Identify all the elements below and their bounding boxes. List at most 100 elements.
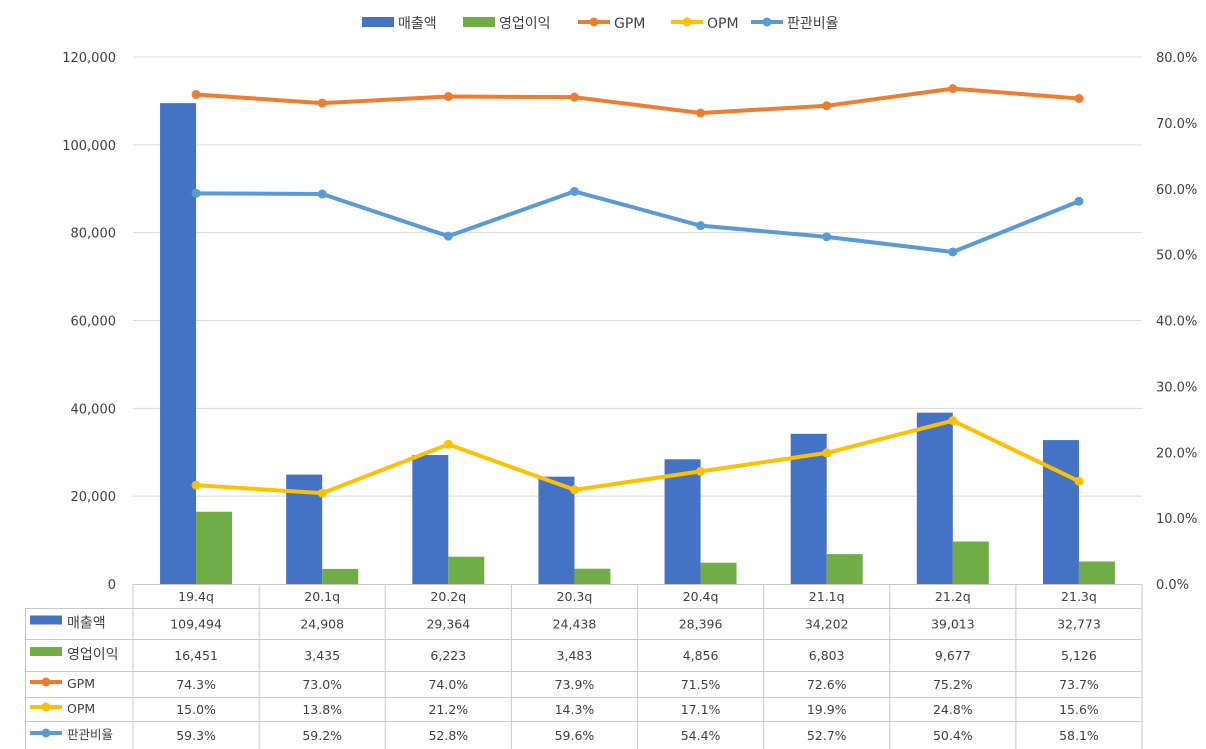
category-label: 21.2q xyxy=(935,589,971,604)
category-label: 20.3q xyxy=(557,589,593,604)
left-tick-label: 40,000 xyxy=(71,402,117,417)
data-label: 32,773 xyxy=(1057,617,1101,632)
left-tick-label: 80,000 xyxy=(71,227,117,242)
right-tick-label: 0.0% xyxy=(1156,578,1189,593)
legend-swatch-marker xyxy=(589,17,599,27)
data-label: 73.9% xyxy=(555,677,595,692)
point-판관비율 xyxy=(191,188,201,198)
point-OPM xyxy=(822,448,832,458)
legend-swatch-marker xyxy=(762,17,772,27)
legend-swatch xyxy=(362,17,394,27)
bar-매출액 xyxy=(538,476,575,584)
table-row-label: OPM xyxy=(67,701,95,716)
data-label: 29,364 xyxy=(426,617,470,632)
left-tick-label: 20,000 xyxy=(71,490,117,505)
table-row-label: 판관비율 xyxy=(67,727,113,742)
right-tick-label: 80.0% xyxy=(1156,51,1197,66)
right-tick-label: 50.0% xyxy=(1156,249,1197,264)
point-판관비율 xyxy=(696,221,706,231)
table-legend-marker xyxy=(41,702,51,712)
bar-영업이익 xyxy=(448,556,485,584)
bar-영업이익 xyxy=(1078,561,1115,584)
data-label: 59.3% xyxy=(176,728,216,743)
bar-영업이익 xyxy=(196,511,233,584)
category-label: 20.1q xyxy=(304,589,340,604)
right-tick-label: 20.0% xyxy=(1156,446,1197,461)
point-판관비율 xyxy=(317,189,327,199)
line-OPM xyxy=(195,418,1080,496)
data-label: 72.6% xyxy=(807,677,847,692)
point-OPM xyxy=(948,416,958,426)
data-label: 58.1% xyxy=(1059,728,1099,743)
left-tick-label: 120,000 xyxy=(62,51,116,66)
data-label: 39,013 xyxy=(931,617,975,632)
data-label: 19.9% xyxy=(807,702,847,717)
data-label: 75.2% xyxy=(933,677,973,692)
bar-영업이익 xyxy=(700,562,737,584)
table-legend-marker xyxy=(41,728,51,738)
right-tick-label: 10.0% xyxy=(1156,512,1197,527)
data-label: 71.5% xyxy=(681,677,721,692)
legend-label: OPM xyxy=(707,16,739,32)
legend-label: 판관비율 xyxy=(787,16,839,32)
data-label: 52.8% xyxy=(428,728,468,743)
point-OPM xyxy=(443,439,453,449)
point-GPM xyxy=(696,108,706,118)
data-label: 21.2% xyxy=(428,702,468,717)
point-GPM xyxy=(822,101,832,111)
data-label: 15.6% xyxy=(1059,702,1099,717)
data-label: 59.2% xyxy=(302,728,342,743)
point-판관비율 xyxy=(948,247,958,257)
bar-매출액 xyxy=(1042,440,1079,584)
bar-매출액 xyxy=(412,455,449,584)
bar-영업이익 xyxy=(826,554,863,584)
data-label: 74.0% xyxy=(428,677,468,692)
data-label: 17.1% xyxy=(681,702,721,717)
data-label: 5,126 xyxy=(1061,648,1097,663)
data-label: 54.4% xyxy=(681,728,721,743)
data-label: 28,396 xyxy=(679,617,723,632)
right-tick-label: 60.0% xyxy=(1156,183,1197,198)
data-label: 16,451 xyxy=(174,648,218,663)
data-label: 74.3% xyxy=(176,677,216,692)
point-OPM xyxy=(317,488,327,498)
line-판관비율 xyxy=(196,189,1080,254)
data-label: 34,202 xyxy=(805,617,849,632)
bar-영업이익 xyxy=(574,568,611,584)
data-label: 24,908 xyxy=(300,617,344,632)
legend-label: 매출액 xyxy=(398,16,437,32)
data-label: 24.8% xyxy=(933,702,973,717)
category-label: 19.4q xyxy=(178,589,214,604)
legend-label: GPM xyxy=(614,16,645,32)
category-label: 21.3q xyxy=(1061,589,1097,604)
data-label: 3,435 xyxy=(304,648,340,663)
legend-swatch-marker xyxy=(682,17,692,27)
data-label: 6,803 xyxy=(809,648,845,663)
point-GPM xyxy=(569,92,579,102)
data-label: 73.0% xyxy=(302,677,342,692)
left-tick-label: 60,000 xyxy=(71,315,117,330)
data-label: 14.3% xyxy=(555,702,595,717)
data-label: 6,223 xyxy=(430,648,466,663)
table-row-label: 영업이익 xyxy=(67,647,119,663)
data-label: 13.8% xyxy=(302,702,342,717)
point-GPM xyxy=(191,90,201,100)
data-label: 109,494 xyxy=(170,617,222,632)
point-OPM xyxy=(696,466,706,476)
table-legend-swatch xyxy=(30,615,62,625)
table-legend-marker xyxy=(41,677,51,687)
legend-swatch xyxy=(463,17,495,27)
bar-영업이익 xyxy=(322,568,359,584)
point-GPM xyxy=(443,92,453,102)
data-label: 4,856 xyxy=(683,648,719,663)
category-label: 20.4q xyxy=(683,589,719,604)
point-판관비율 xyxy=(569,186,579,196)
legend-label: 영업이익 xyxy=(499,16,551,32)
data-label: 24,438 xyxy=(553,617,597,632)
bar-매출액 xyxy=(916,412,953,584)
right-tick-label: 40.0% xyxy=(1156,315,1197,330)
point-OPM xyxy=(191,480,201,490)
table-row-label: 매출액 xyxy=(67,616,106,632)
bar-매출액 xyxy=(664,459,701,584)
